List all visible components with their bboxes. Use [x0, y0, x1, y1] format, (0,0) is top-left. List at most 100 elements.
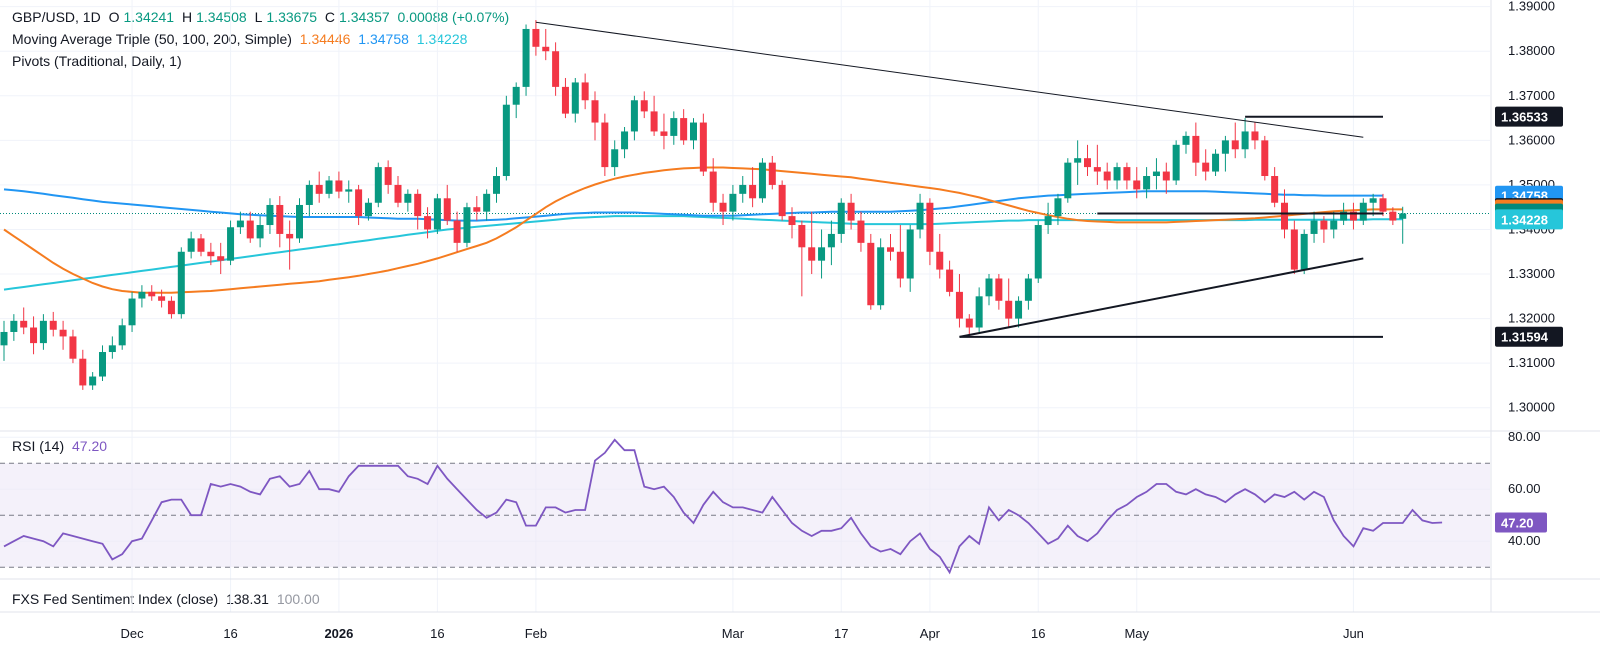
- candle: [1261, 135, 1269, 181]
- rsi-panel: [0, 438, 1490, 575]
- candle: [256, 216, 264, 248]
- candle: [1034, 220, 1042, 283]
- candle: [1113, 162, 1121, 190]
- price-tick-label: 1.39000: [1508, 0, 1555, 14]
- candle: [1182, 131, 1190, 154]
- candle: [79, 349, 87, 390]
- candle: [1251, 122, 1259, 150]
- open-label: O 1.34241: [108, 9, 175, 25]
- candle: [857, 211, 865, 252]
- candle: [355, 184, 363, 226]
- candle-body: [650, 111, 658, 132]
- candle-body: [1202, 162, 1210, 172]
- sentiment-value-2: 100.00: [276, 591, 320, 607]
- price-tick-label: 1.33000: [1508, 266, 1555, 281]
- candle: [453, 211, 461, 252]
- candle-body: [1005, 300, 1013, 319]
- date-label: Mar: [722, 626, 745, 641]
- candle: [374, 162, 382, 208]
- candle: [1359, 198, 1367, 226]
- candle: [1399, 206, 1407, 244]
- price-tick-label: 1.38000: [1508, 43, 1555, 58]
- trendline: [535, 21, 1364, 138]
- ma50-value: 1.34446: [299, 31, 351, 47]
- candle: [1005, 278, 1013, 328]
- candle-body: [887, 247, 894, 252]
- candle-body: [837, 202, 845, 234]
- candle-body: [768, 162, 776, 185]
- candle: [296, 198, 303, 243]
- candle: [1044, 202, 1052, 234]
- candle-body: [424, 216, 432, 230]
- panel-separators: [0, 0, 1600, 613]
- candle: [384, 160, 392, 194]
- candle: [1084, 144, 1091, 177]
- price-tick-label: 1.36000: [1508, 132, 1555, 147]
- candle: [1192, 122, 1200, 177]
- candle: [148, 285, 156, 301]
- candle-body: [719, 202, 727, 212]
- pivots-legend: Pivots (Traditional, Daily, 1): [12, 53, 186, 69]
- candle: [246, 211, 254, 243]
- candle-body: [758, 162, 766, 199]
- candle: [512, 82, 520, 119]
- rsi-title: RSI (14): [12, 438, 65, 454]
- candle-body: [818, 247, 826, 261]
- close-label: C 1.34357: [324, 9, 390, 25]
- candle-body: [335, 180, 343, 192]
- trendline: [959, 257, 1364, 338]
- candle: [325, 176, 333, 199]
- candle: [1162, 162, 1170, 194]
- candle-body: [266, 204, 274, 226]
- price-tag-box: [1495, 106, 1563, 127]
- candle-body: [1152, 171, 1160, 177]
- candle: [975, 287, 983, 332]
- candle-body: [59, 329, 67, 337]
- candle: [1349, 202, 1357, 230]
- candle-body: [1349, 211, 1357, 221]
- candle: [493, 167, 500, 203]
- ma100-value: 1.34758: [358, 31, 409, 47]
- change-label: 0.00088 (+0.07%): [397, 9, 510, 25]
- candle-body: [433, 198, 441, 230]
- candle: [39, 314, 47, 350]
- candle: [906, 225, 914, 292]
- candle-body: [394, 184, 402, 203]
- candle-body: [502, 104, 510, 177]
- candle: [522, 24, 530, 96]
- candle-body: [384, 167, 392, 185]
- date-label: 17: [834, 626, 848, 641]
- candle-body: [630, 100, 638, 132]
- candle-body: [256, 225, 264, 239]
- price-tag-box: [1495, 326, 1563, 347]
- candle-body: [108, 345, 116, 353]
- candle: [0, 320, 8, 361]
- candle-body: [1044, 216, 1052, 226]
- candle: [305, 180, 313, 217]
- candle-body: [729, 193, 737, 212]
- candle-body: [1024, 278, 1032, 301]
- candle-body: [305, 184, 313, 205]
- high-label: H 1.34508: [181, 9, 247, 25]
- date-label: May: [1124, 626, 1149, 641]
- candle-body: [611, 149, 619, 168]
- candle-body: [1212, 153, 1220, 172]
- candle: [99, 345, 106, 381]
- candle: [1330, 211, 1338, 239]
- candle: [1320, 216, 1328, 243]
- candle-body: [49, 320, 57, 330]
- rsi-tick-label: 40.00: [1508, 533, 1541, 548]
- candle: [286, 220, 294, 270]
- candles[interactable]: [0, 20, 1407, 390]
- candle-body: [1054, 198, 1062, 217]
- candle: [89, 372, 97, 390]
- candle: [276, 196, 284, 248]
- candle: [837, 198, 845, 243]
- candle-body: [404, 193, 412, 203]
- candle: [502, 95, 510, 181]
- candle: [443, 184, 451, 226]
- date-label: 16: [223, 626, 237, 641]
- candle-body: [296, 204, 303, 239]
- candle-body: [1113, 167, 1121, 181]
